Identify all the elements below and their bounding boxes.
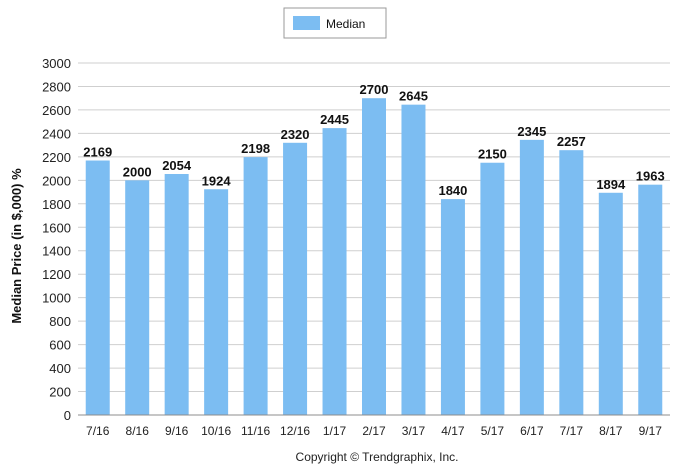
y-tick-label: 2800 xyxy=(42,79,71,94)
bar-11/16 xyxy=(243,157,268,416)
x-tick-label: 9/16 xyxy=(165,424,189,438)
x-tick-label: 8/16 xyxy=(126,424,150,438)
x-tick-label: 10/16 xyxy=(201,424,231,438)
y-tick-label: 200 xyxy=(49,385,71,400)
bar-8/17 xyxy=(598,192,623,415)
data-label: 2257 xyxy=(557,134,586,149)
x-tick-label: 9/17 xyxy=(639,424,663,438)
y-tick-label: 1000 xyxy=(42,291,71,306)
bar-5/17 xyxy=(480,162,505,415)
x-tick-label: 3/17 xyxy=(402,424,426,438)
data-label: 1924 xyxy=(202,173,232,188)
data-label: 2150 xyxy=(478,147,507,162)
y-tick-label: 800 xyxy=(49,314,71,329)
bars-layer xyxy=(85,98,663,416)
data-label: 2054 xyxy=(162,158,192,173)
y-tick-label: 2000 xyxy=(42,173,71,188)
y-tick-label: 1400 xyxy=(42,244,71,259)
x-tick-label: 8/17 xyxy=(599,424,623,438)
y-tick-label: 0 xyxy=(64,408,71,423)
bar-10/16 xyxy=(204,189,229,415)
bar-1/17 xyxy=(322,128,347,415)
y-tick-label: 3000 xyxy=(42,56,71,71)
y-axis-label: Median Price (in $,000) % xyxy=(9,168,24,324)
legend: Median xyxy=(283,7,387,39)
data-label: 2345 xyxy=(517,124,546,139)
bar-7/17 xyxy=(559,150,584,416)
legend-swatch xyxy=(293,16,320,30)
y-tick-label: 600 xyxy=(49,338,71,353)
x-tick-layer: 7/16 8/16 9/16 10/16 11/16 12/16 1/17 2/17 3/17 4… xyxy=(86,424,662,438)
x-tick-label: 12/16 xyxy=(280,424,310,438)
data-label: 1894 xyxy=(596,177,626,192)
data-labels-layer: 2169 2000 2054 1924 2198 2320 2445 2700 2645 1840… xyxy=(83,82,664,198)
y-tick-label: 2200 xyxy=(42,150,71,165)
x-tick-label: 2/17 xyxy=(362,424,386,438)
bar-9/16 xyxy=(164,173,189,415)
y-tick-label: 400 xyxy=(49,361,71,376)
y-tick-label: 2400 xyxy=(42,126,71,141)
data-label: 1963 xyxy=(636,169,665,184)
x-tick-label: 6/17 xyxy=(520,424,544,438)
legend-label-median: Median xyxy=(326,17,365,31)
data-label: 2169 xyxy=(83,145,112,160)
data-label: 2198 xyxy=(241,141,270,156)
y-tick-label: 1800 xyxy=(42,197,71,212)
x-tick-label: 11/16 xyxy=(241,424,270,438)
x-tick-label: 7/17 xyxy=(560,424,584,438)
x-tick-label: 5/17 xyxy=(481,424,505,438)
y-tick-layer: 0 200 400 600 800 1000 1200 1400 1600 1800 2000 220… xyxy=(42,56,71,423)
bar-2/17 xyxy=(362,98,386,415)
copyright-footer: Copyright © Trendgraphix, Inc. xyxy=(296,450,459,464)
x-tick-label: 1/17 xyxy=(323,424,347,438)
data-label: 2000 xyxy=(123,164,152,179)
x-tick-label: 4/17 xyxy=(441,424,465,438)
y-tick-label: 2600 xyxy=(42,103,71,118)
y-tick-label: 1200 xyxy=(42,267,71,282)
data-label: 2645 xyxy=(399,89,428,104)
data-label: 1840 xyxy=(438,183,467,198)
y-tick-label: 1600 xyxy=(42,220,71,235)
x-tick-label: 7/16 xyxy=(86,424,110,438)
bar-6/17 xyxy=(519,139,544,415)
bar-4/17 xyxy=(440,199,465,415)
data-label: 2700 xyxy=(360,82,389,97)
bar-8/16 xyxy=(125,180,150,415)
bar-12/16 xyxy=(283,142,308,415)
bar-9/17 xyxy=(638,184,663,415)
data-label: 2445 xyxy=(320,112,349,127)
bar-3/17 xyxy=(401,104,426,416)
data-label: 2320 xyxy=(281,127,310,142)
bar-7/16 xyxy=(85,160,110,415)
